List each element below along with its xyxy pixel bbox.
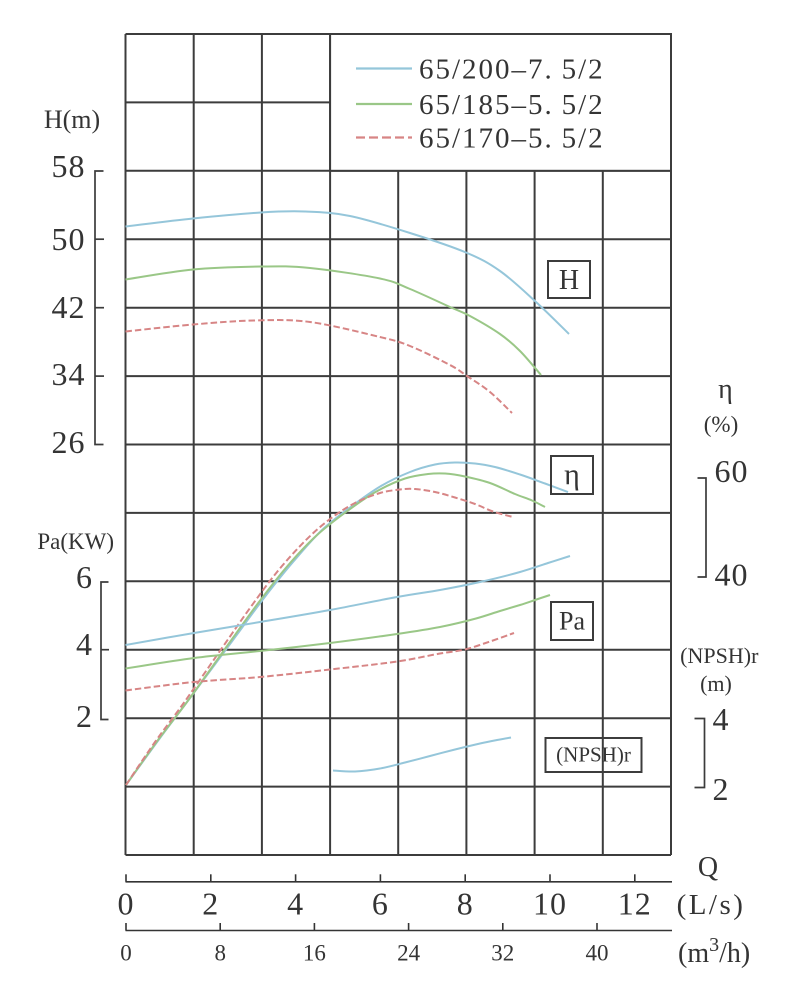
svg-text:Pa(KW): Pa(KW) [37, 529, 114, 554]
svg-text:42: 42 [52, 289, 86, 325]
svg-text:0: 0 [120, 941, 132, 966]
svg-text:Q: Q [698, 852, 718, 883]
svg-text:40: 40 [715, 557, 749, 593]
svg-text:(%): (%) [704, 412, 738, 437]
svg-text:(m): (m) [700, 671, 732, 696]
svg-text:34: 34 [52, 356, 86, 392]
svg-text:26: 26 [52, 424, 86, 460]
svg-text:58: 58 [52, 148, 86, 184]
svg-text:32: 32 [491, 941, 514, 966]
svg-text:12: 12 [618, 886, 652, 922]
svg-text:2: 2 [713, 771, 730, 807]
svg-text:8: 8 [457, 886, 474, 922]
svg-text:(L/s): (L/s) [677, 889, 746, 921]
svg-text:2: 2 [76, 698, 93, 734]
svg-text:65/170–5. 5/2: 65/170–5. 5/2 [419, 123, 605, 155]
svg-text:40: 40 [586, 941, 609, 966]
svg-text:η: η [564, 458, 580, 491]
svg-text:24: 24 [397, 941, 421, 966]
svg-text:6: 6 [372, 886, 389, 922]
svg-text:10: 10 [533, 886, 567, 922]
svg-text:65/200–7. 5/2: 65/200–7. 5/2 [419, 54, 605, 86]
svg-text:H: H [559, 265, 579, 296]
svg-text:2: 2 [202, 886, 219, 922]
svg-text:60: 60 [715, 453, 749, 489]
svg-text:H(m): H(m) [44, 105, 100, 134]
svg-text:65/185–5. 5/2: 65/185–5. 5/2 [419, 89, 605, 121]
svg-text:4: 4 [713, 701, 730, 737]
svg-text:4: 4 [287, 886, 304, 922]
svg-text:(NPSH)r: (NPSH)r [556, 743, 631, 767]
svg-text:50: 50 [52, 221, 86, 257]
svg-text:8: 8 [214, 941, 226, 966]
svg-text:(NPSH)r: (NPSH)r [680, 643, 759, 668]
svg-text:6: 6 [76, 559, 93, 595]
svg-text:16: 16 [303, 941, 326, 966]
svg-text:0: 0 [118, 886, 135, 922]
svg-text:4: 4 [76, 626, 93, 662]
svg-text:Pa: Pa [559, 607, 585, 636]
svg-text:η: η [718, 374, 733, 405]
